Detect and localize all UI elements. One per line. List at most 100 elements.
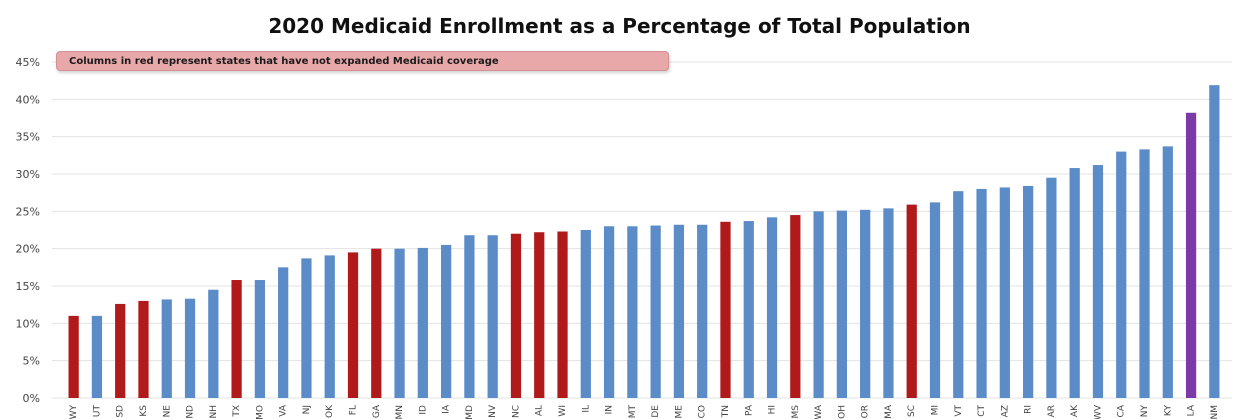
x-tick-label: CO [698, 405, 708, 418]
bar-nc [510, 233, 522, 398]
x-tick-label: NE [162, 405, 172, 418]
bar-nd [184, 298, 196, 398]
y-tick-label: 45% [16, 56, 40, 69]
x-tick-label: GA [372, 404, 382, 418]
x-tick-label: VT [954, 404, 964, 416]
bar-mi [929, 202, 941, 398]
bar-wi [557, 231, 568, 398]
bar-ma [883, 208, 894, 398]
bar-ks [138, 300, 149, 398]
y-tick-label: 40% [16, 93, 40, 106]
bar-nh [208, 289, 219, 398]
y-tick-label: 10% [16, 317, 40, 330]
bar-ga [371, 248, 382, 398]
x-tick-label: RI [1024, 405, 1034, 414]
bar-nj [301, 258, 312, 398]
bar-tn [720, 221, 731, 398]
x-tick-label: VA [279, 404, 289, 417]
bar-sd [115, 303, 126, 398]
y-tick-label: 30% [16, 168, 40, 181]
x-tick-label: SC [907, 405, 917, 417]
bar-la [1185, 112, 1197, 399]
bar-vt [953, 191, 964, 398]
x-tick-label: HI [768, 405, 778, 414]
bar-id [417, 247, 428, 398]
bar-hi [766, 217, 778, 398]
x-tick-label: CT [977, 405, 987, 417]
y-tick-label: 35% [16, 131, 40, 144]
y-tick-label: 0% [23, 392, 40, 405]
x-tick-label: OR [861, 405, 871, 418]
x-tick-label: KY [1163, 405, 1173, 417]
y-tick-label: 20% [16, 243, 40, 256]
x-tick-label: NM [1210, 405, 1220, 419]
x-tick-label: WI [558, 405, 568, 417]
bar-mo [254, 280, 265, 398]
bar-in [603, 226, 615, 398]
bar-pa [743, 221, 754, 398]
x-tick-label: MO [255, 405, 265, 419]
bar-mn [394, 248, 405, 398]
chart-title: 2020 Medicaid Enrollment as a Percentage… [268, 14, 971, 38]
x-tick-label: NH [209, 405, 219, 419]
bar-va [278, 267, 289, 398]
bar-sc [906, 204, 917, 398]
x-tick-label: MI [931, 405, 941, 415]
bar-fl [347, 252, 359, 398]
bar-ny [1139, 149, 1150, 398]
bar-ut [91, 315, 103, 398]
x-tick-label: ME [674, 405, 684, 419]
x-tick-label: MD [465, 405, 475, 419]
bar-or [860, 209, 871, 398]
x-tick-label: OK [325, 404, 335, 418]
bar-ct [976, 188, 987, 398]
x-tick-label: SD [116, 405, 126, 418]
bar-wv [1092, 165, 1104, 398]
x-tick-label: MS [791, 405, 801, 419]
bar-wy [68, 315, 79, 398]
bar-nv [487, 235, 498, 398]
x-tick-label: AZ [1000, 405, 1010, 417]
bar-oh [836, 210, 847, 398]
x-tick-label: FL [349, 405, 359, 415]
y-tick-label: 25% [16, 205, 40, 218]
x-tick-label: AR [1047, 405, 1057, 417]
bar-mt [627, 226, 638, 398]
x-tick-label: OH [837, 405, 847, 419]
x-tick-label: MA [884, 404, 894, 419]
bar-co [697, 224, 708, 398]
x-tick-label: IL [581, 405, 591, 413]
bar-md [464, 235, 475, 398]
x-tick-label: WY [69, 405, 79, 419]
bar-ia [441, 244, 452, 398]
bar-ri [1023, 185, 1034, 398]
x-tick-label: KS [139, 405, 149, 417]
x-tick-label: NC [511, 405, 521, 418]
x-tick-label: WA [814, 404, 824, 419]
x-tick-label: MT [628, 405, 638, 419]
x-tick-label: AL [535, 405, 545, 416]
x-tick-label: DE [651, 405, 661, 418]
bar-ky [1162, 146, 1173, 398]
bar-il [580, 230, 591, 398]
y-tick-label: 15% [16, 280, 40, 293]
bar-ms [790, 215, 801, 398]
x-tick-label: NY [1140, 405, 1150, 418]
bar-ak [1069, 168, 1080, 398]
bar-ar [1046, 177, 1057, 398]
x-tick-label: CA [1117, 404, 1127, 417]
x-tick-label: TN [721, 405, 731, 418]
bar-me [673, 224, 685, 398]
x-tick-label: IA [442, 404, 452, 414]
bar-de [650, 225, 661, 398]
x-tick-label: LA [1187, 404, 1197, 416]
bar-ca [1116, 151, 1127, 398]
x-tick-label: TX [232, 405, 242, 418]
bar-ok [324, 255, 335, 398]
x-tick-label: NV [488, 404, 498, 418]
x-tick-label: WV [1093, 404, 1103, 419]
x-tick-label: ND [186, 405, 196, 419]
x-tick-label: UT [92, 405, 102, 418]
